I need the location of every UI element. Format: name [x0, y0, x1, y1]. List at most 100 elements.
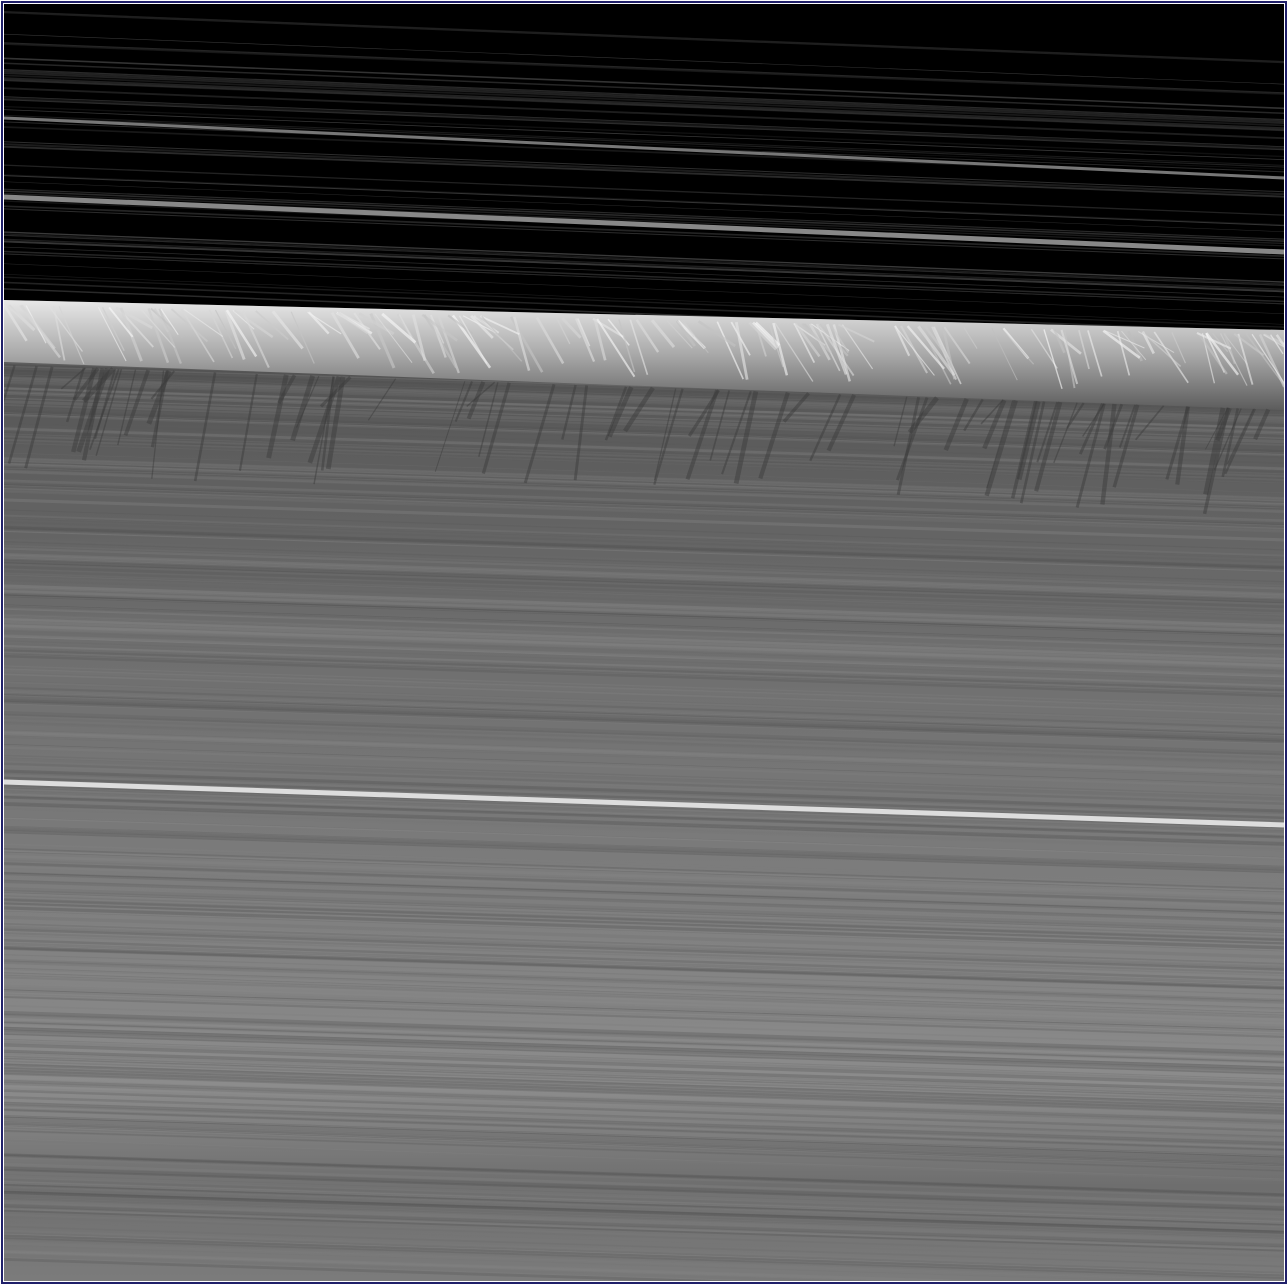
stripe	[4, 757, 1284, 801]
stripe	[4, 413, 1284, 457]
stripe	[4, 1163, 1284, 1206]
stripe	[4, 881, 1284, 924]
stripe	[4, 713, 1284, 756]
bright-streak	[596, 318, 636, 378]
stripe	[4, 1004, 1284, 1047]
stripe	[4, 1225, 1284, 1268]
stripe	[4, 470, 1284, 514]
stripe	[4, 1049, 1284, 1093]
stripe	[4, 1097, 1284, 1139]
stripe	[4, 960, 1284, 1002]
stripe	[4, 1089, 1284, 1131]
ring-stripes	[4, 10, 1284, 1281]
stripe	[4, 790, 1284, 833]
stripe	[4, 762, 1284, 805]
shadow-streak	[76, 367, 110, 453]
bright-streak	[153, 307, 169, 333]
faint-ringlet	[4, 192, 1284, 245]
shadow-streak	[561, 384, 577, 440]
stripe	[4, 887, 1284, 931]
stripe	[4, 1033, 1284, 1075]
shadow-streak	[151, 370, 165, 479]
stripe	[4, 968, 1284, 1011]
shadow-streak	[1221, 408, 1240, 478]
stripe	[4, 489, 1284, 532]
stripe	[4, 859, 1284, 902]
stripe	[4, 1030, 1284, 1072]
stripe	[4, 984, 1284, 1026]
stripe	[4, 1155, 1284, 1197]
stripe	[4, 619, 1284, 662]
stripe	[4, 1090, 1284, 1132]
faint-ringlet	[4, 250, 1284, 303]
bright-streak	[774, 322, 814, 382]
stripe	[4, 1180, 1284, 1224]
shadow-streak	[1112, 404, 1140, 488]
shadow-streak	[150, 370, 176, 400]
stripe	[4, 1021, 1284, 1063]
stripe	[4, 640, 1284, 683]
stripe	[4, 608, 1284, 650]
stripe	[4, 864, 1284, 908]
stripe	[4, 843, 1284, 886]
bright-streak	[675, 319, 696, 347]
stripe	[4, 649, 1284, 693]
bright-streak	[4, 304, 28, 342]
stripe	[4, 942, 1284, 985]
shadow-streak	[325, 376, 346, 470]
bright-streak	[97, 306, 127, 362]
stripe	[4, 403, 1284, 446]
stripe	[4, 1242, 1252, 1281]
shadow-streak	[1078, 403, 1104, 455]
stripe	[4, 1087, 1284, 1130]
stripe	[4, 390, 1284, 434]
bright-streak	[411, 314, 427, 361]
stripe	[4, 565, 1284, 609]
stripe	[4, 987, 1284, 1031]
bright-streak	[556, 317, 571, 345]
stripe	[4, 1243, 1212, 1281]
shadow-streak	[117, 369, 137, 446]
stripe	[4, 1116, 1284, 1158]
faint-ringlet	[4, 143, 1284, 195]
shadow-streak	[1016, 400, 1041, 481]
stripe	[4, 832, 1284, 874]
faint-ringlet	[4, 114, 1284, 166]
stripe	[4, 807, 1284, 850]
stripe	[4, 1125, 1284, 1167]
stripe	[4, 892, 1284, 933]
stripe	[4, 462, 1284, 504]
stripe	[4, 665, 1284, 707]
bright-streak	[618, 319, 636, 373]
bright-streak	[458, 315, 488, 364]
faint-ringlet	[4, 281, 1284, 334]
bright-streak	[1220, 333, 1248, 386]
bright-streak	[841, 324, 874, 370]
stripe	[4, 1101, 1284, 1143]
shadow-streak	[1215, 407, 1232, 442]
faint-ringlet	[4, 276, 1284, 328]
stripe	[4, 1057, 1284, 1099]
bright-streak	[793, 323, 816, 364]
shadow-streak	[94, 368, 117, 440]
stripe	[4, 1127, 1284, 1169]
stripe	[4, 879, 1284, 923]
shadow-streak	[1019, 401, 1046, 504]
stripe	[4, 1208, 1284, 1250]
stripe	[4, 392, 1284, 434]
faint-ringlet	[4, 175, 1284, 227]
stripe	[4, 703, 1284, 745]
stripe	[4, 696, 1284, 740]
bright-streak	[58, 306, 85, 365]
bright-streak	[437, 314, 460, 374]
stripe	[4, 458, 1284, 502]
stripe	[4, 793, 1284, 836]
faint-ringlet	[4, 208, 1284, 260]
stripe	[4, 487, 1284, 530]
stripe	[4, 634, 1284, 678]
shadow-streak	[1103, 403, 1124, 450]
stripe	[4, 517, 1284, 559]
bright-streak	[398, 313, 413, 339]
stripe	[4, 804, 1284, 846]
